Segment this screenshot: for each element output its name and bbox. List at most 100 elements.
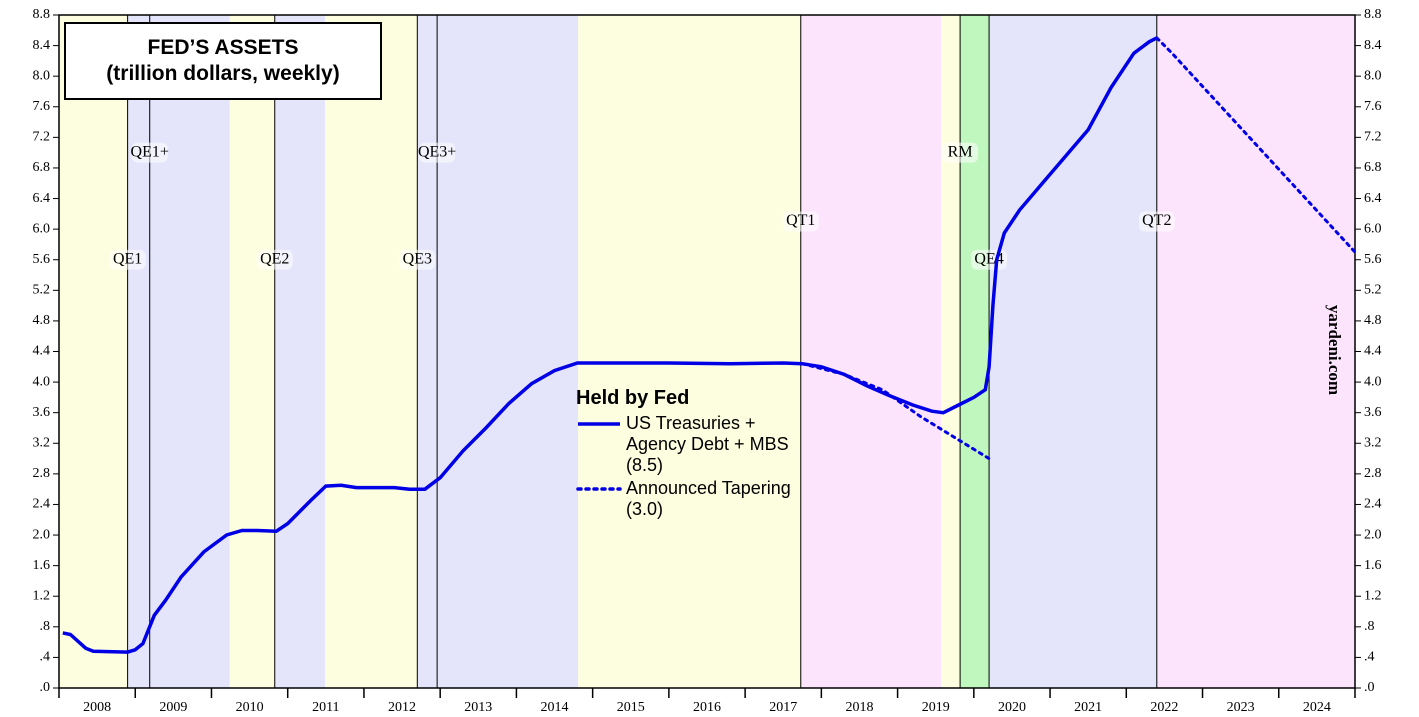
legend: Held by Fed US Treasuries + Agency Debt … (576, 388, 796, 522)
y-tick-label: 8.0 (33, 68, 51, 83)
y-tick-label: 2.4 (33, 497, 51, 512)
y2-tick-label: .0 (1364, 680, 1375, 695)
y-tick-label: 1.6 (33, 558, 51, 573)
y2-tick-label: .8 (1364, 619, 1375, 634)
y2-tick-label: 5.6 (1364, 252, 1382, 267)
y2-tick-label: 4.8 (1364, 313, 1382, 328)
band (59, 15, 128, 688)
x-tick-label: 2020 (998, 700, 1026, 715)
band (325, 15, 418, 688)
y2-tick-label: 1.6 (1364, 558, 1382, 573)
band (578, 15, 801, 688)
y2-tick-label: 5.2 (1364, 283, 1382, 298)
y2-tick-label: 8.8 (1364, 7, 1382, 22)
band (417, 15, 579, 688)
x-tick-label: 2014 (541, 700, 569, 715)
y-tick-label: 6.8 (33, 160, 51, 175)
y-tick-label: 3.2 (33, 435, 51, 450)
band (1156, 15, 1355, 688)
legend-label: US Treasuries + Agency Debt + MBS (8.5) (626, 413, 789, 475)
y2-tick-label: 6.0 (1364, 221, 1382, 236)
series-line (800, 36, 1357, 461)
legend-swatch (576, 413, 626, 433)
y-tick-label: .0 (40, 680, 51, 695)
band (941, 15, 961, 688)
event-label-bg (942, 142, 979, 163)
y-tick-label: 3.6 (33, 405, 51, 420)
x-tick-label: 2022 (1150, 700, 1178, 715)
y-tick-label: 2.0 (33, 527, 51, 542)
x-tick-label: 2018 (845, 700, 873, 715)
y2-tick-label: 8.0 (1364, 68, 1382, 83)
legend-swatch (576, 478, 626, 498)
y-tick-label: 4.0 (33, 374, 51, 389)
legend-swatch-icon (578, 422, 620, 426)
x-tick-label: 2023 (1227, 700, 1255, 715)
event-label: QE3 (403, 250, 432, 267)
y2-tick-label: 6.4 (1364, 191, 1382, 206)
x-tick-label: 2011 (312, 700, 339, 715)
event-label: QE3+ (418, 143, 456, 160)
y2-tick-label: 3.6 (1364, 405, 1382, 420)
y-tick-label: 4.4 (33, 344, 51, 359)
event-label-bg (131, 142, 168, 163)
series-line (62, 36, 1158, 654)
y-tick-label: 7.6 (33, 99, 51, 114)
x-tick-label: 2010 (236, 700, 264, 715)
event-label: QE1 (113, 250, 142, 267)
x-tick-label: 2012 (388, 700, 416, 715)
y2-tick-label: 4.4 (1364, 344, 1382, 359)
band (800, 15, 942, 688)
y2-tick-label: 7.2 (1364, 130, 1382, 145)
event-label-bg (419, 142, 456, 163)
band (274, 15, 326, 688)
y-tick-label: 2.8 (33, 466, 51, 481)
y-tick-label: .8 (40, 619, 51, 634)
band (127, 15, 230, 688)
y2-tick-label: 2.0 (1364, 527, 1382, 542)
y2-tick-label: 8.4 (1364, 38, 1382, 53)
y-tick-label: 8.8 (33, 7, 51, 22)
y-tick-label: 6.4 (33, 191, 51, 206)
event-label: RM (948, 143, 973, 160)
event-label-bg (399, 249, 436, 270)
y2-tick-label: 2.4 (1364, 497, 1382, 512)
y2-tick-label: 1.2 (1364, 588, 1382, 603)
x-tick-label: 2021 (1074, 700, 1102, 715)
y-tick-label: 5.6 (33, 252, 51, 267)
event-label-bg (256, 249, 293, 270)
event-label-bg (782, 211, 819, 232)
band (989, 15, 1157, 688)
band (960, 15, 990, 688)
event-label-bg (1138, 211, 1175, 232)
watermark: yardeni.com (1325, 305, 1344, 395)
legend-item: Announced Tapering (3.0) (576, 478, 796, 520)
y2-tick-label: 3.2 (1364, 435, 1382, 450)
x-tick-label: 2019 (922, 700, 950, 715)
y2-tick-label: 2.8 (1364, 466, 1382, 481)
y2-tick-label: 4.0 (1364, 374, 1382, 389)
chart-subtitle: (trillion dollars, weekly) (106, 62, 340, 85)
x-tick-label: 2008 (83, 700, 111, 715)
legend-title: Held by Fed (576, 387, 690, 409)
chart-title: FED’S ASSETS (147, 36, 299, 59)
title-box: FED’S ASSETS (trillion dollars, weekly) (64, 22, 382, 100)
event-label: QE1+ (131, 143, 169, 160)
y2-tick-label: 7.6 (1364, 99, 1382, 114)
event-label: QT1 (786, 212, 815, 229)
x-tick-label: 2024 (1303, 700, 1331, 715)
event-label-bg (109, 249, 146, 270)
legend-label: Announced Tapering (3.0) (626, 478, 791, 519)
x-tick-label: 2016 (693, 700, 721, 715)
x-tick-label: 2015 (617, 700, 645, 715)
legend-item: US Treasuries + Agency Debt + MBS (8.5) (576, 413, 796, 476)
y-tick-label: 6.0 (33, 221, 51, 236)
y-tick-label: 8.4 (33, 38, 51, 53)
x-tick-label: 2013 (464, 700, 492, 715)
band (229, 15, 275, 688)
legend-swatch-icon (576, 487, 622, 491)
y-tick-label: 5.2 (33, 283, 51, 298)
event-label: QE2 (260, 250, 289, 267)
y2-tick-label: 6.8 (1364, 160, 1382, 175)
